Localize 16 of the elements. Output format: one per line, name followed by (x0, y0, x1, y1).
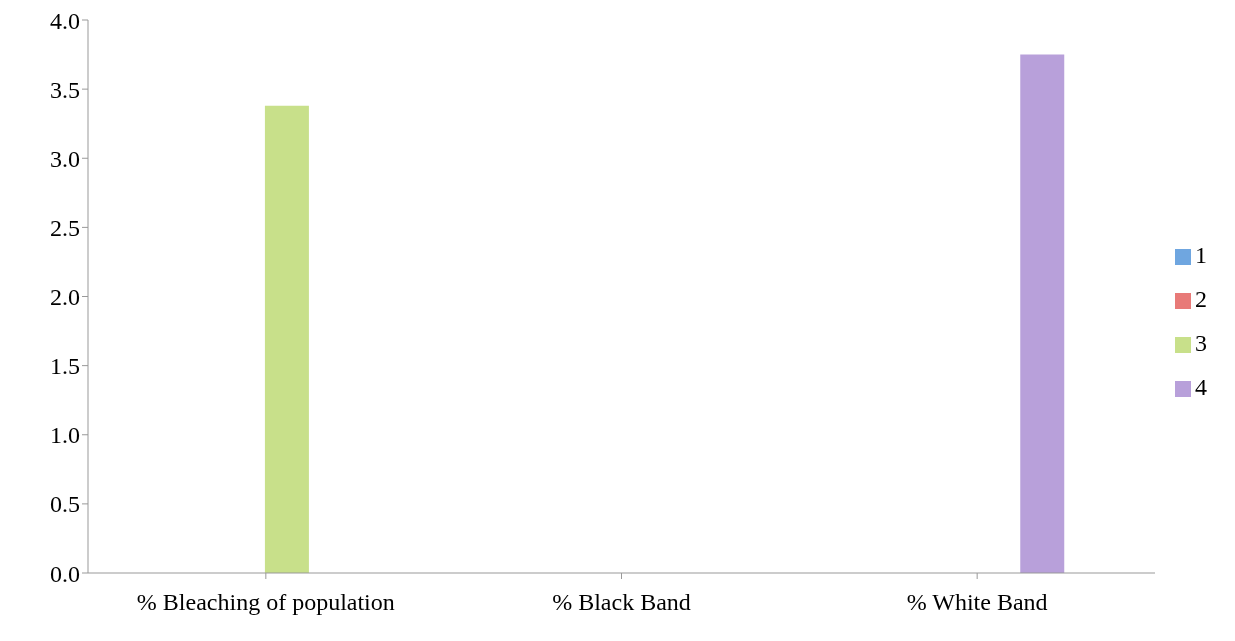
x-tick-label: % White Band (906, 589, 1048, 616)
legend-label: 4 (1195, 373, 1207, 400)
y-tick-label: 3.5 (50, 76, 80, 103)
y-tick-label: 1.0 (50, 422, 80, 449)
y-tick-label: 2.0 (50, 284, 80, 311)
y-tick-label: 0.0 (50, 560, 80, 587)
y-tick-label: 0.5 (50, 491, 80, 518)
y-tick-label: 2.5 (50, 214, 80, 241)
x-tick-label: % Black Band (552, 589, 691, 616)
legend-label: 3 (1195, 329, 1207, 356)
legend-label: 1 (1195, 241, 1207, 268)
legend-label: 2 (1195, 285, 1207, 312)
y-tick-label: 3.0 (50, 145, 80, 172)
y-tick-label: 4.0 (50, 7, 80, 34)
y-tick-label: 1.5 (50, 353, 80, 380)
x-tick-label: % Bleaching of population (136, 589, 395, 616)
